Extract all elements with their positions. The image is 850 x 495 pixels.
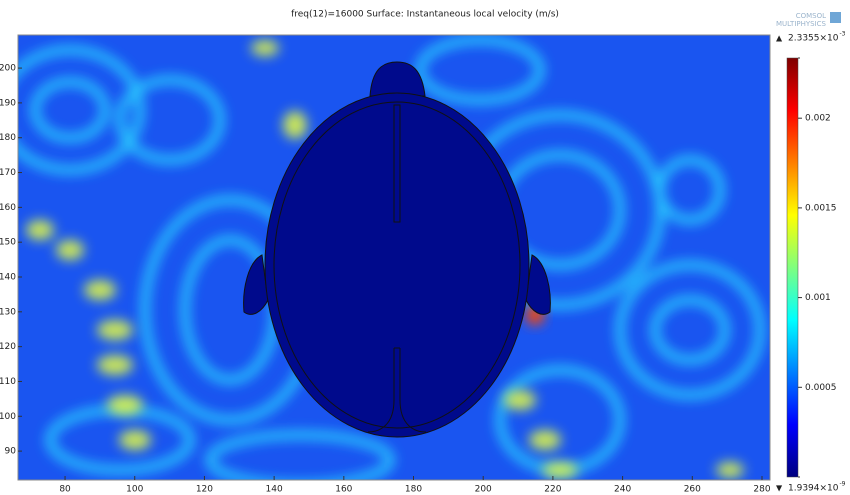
x-tick-label: 240 — [614, 485, 631, 495]
colorbar — [787, 58, 798, 477]
y-tick-label: 170 — [0, 168, 16, 178]
y-tick-label: 180 — [0, 133, 16, 143]
colorbar-limit-exponent: -3 — [839, 31, 845, 38]
logo-text: MULTIPHYSICS — [776, 20, 827, 28]
max-arrow: ▲ — [776, 34, 783, 43]
x-tick-label: 280 — [753, 485, 770, 495]
x-tick-label: 260 — [684, 485, 701, 495]
min-arrow: ▼ — [776, 484, 783, 493]
logo-icon — [830, 12, 841, 23]
x-tick-label: 180 — [405, 485, 422, 495]
x-tick-label: 100 — [126, 485, 143, 495]
chart-title: freq(12)=16000 Surface: Instantaneous lo… — [291, 10, 559, 20]
x-tick-label: 220 — [544, 485, 561, 495]
x-tick-label: 80 — [59, 485, 71, 495]
colorbar-tick-label: 0.0005 — [805, 383, 837, 393]
colorbar-limit-label: 2.3355×10 — [788, 34, 839, 44]
y-tick-label: 120 — [0, 342, 16, 352]
colorbar-limit-label: 1.9394×10 — [788, 484, 839, 494]
x-tick-label: 160 — [335, 485, 352, 495]
y-tick-label: 100 — [0, 412, 16, 422]
x-tick-label: 140 — [266, 485, 283, 495]
y-tick-label: 200 — [0, 64, 16, 74]
logo: COMSOL MULTIPHYSICS — [776, 12, 841, 28]
y-tick-label: 110 — [0, 377, 16, 387]
y-tick-label: 160 — [0, 203, 16, 213]
logo-text: COMSOL — [796, 12, 826, 20]
colorbar-tick-label: 0.002 — [805, 114, 831, 124]
colorbar-tick-label: 0.0015 — [805, 203, 837, 213]
y-tick-label: 190 — [0, 98, 16, 108]
y-tick-label: 130 — [0, 307, 16, 317]
y-tick-label: 90 — [5, 447, 17, 457]
colorbar-limit-exponent: -9 — [839, 481, 845, 488]
chart: freq(12)=16000 Surface: Instantaneous lo… — [0, 0, 850, 495]
x-tick-label: 120 — [196, 485, 213, 495]
y-tick-label: 150 — [0, 238, 16, 248]
y-tick-label: 140 — [0, 272, 16, 282]
x-tick-label: 200 — [475, 485, 492, 495]
colorbar-tick-label: 0.001 — [805, 293, 831, 303]
surface-field — [0, 35, 770, 485]
